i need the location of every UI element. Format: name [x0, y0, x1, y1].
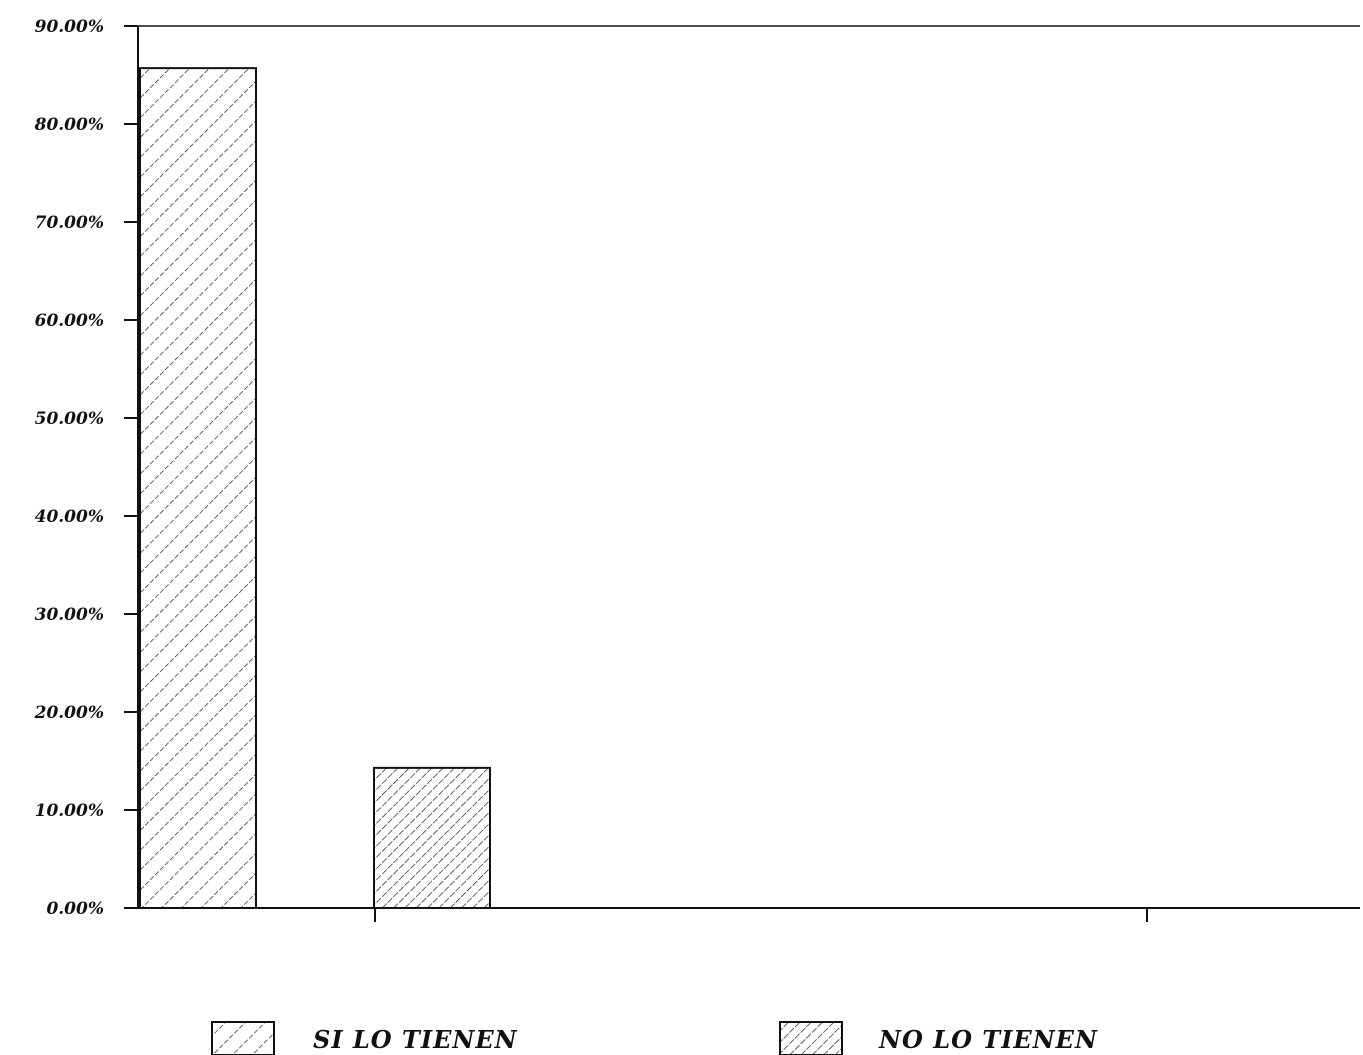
- bar-si-lo-tienen: [139, 67, 257, 909]
- legend-label-si-lo-tienen: SI LO TIENEN: [313, 1025, 518, 1054]
- y-tick-label: 60.00%: [35, 311, 104, 331]
- y-tick-label: 90.00%: [35, 17, 104, 37]
- y-tick-label: 30.00%: [35, 605, 104, 625]
- y-tick-label: 0.00%: [46, 899, 104, 919]
- legend-swatch-no-lo-tienen: [779, 1021, 843, 1055]
- y-tick-label: 80.00%: [34, 115, 104, 135]
- y-tick-label: 50.00%: [35, 409, 104, 429]
- y-tick-label: 40.00%: [35, 507, 104, 527]
- y-tick-label: 70.00%: [35, 213, 104, 233]
- legend-item-no-lo-tienen: NO LO TIENEN: [779, 1021, 1098, 1055]
- legend: SI LO TIENEN NO LO TIENEN: [211, 1021, 1098, 1055]
- bar-no-lo-tienen: [373, 766, 491, 909]
- y-tick-label: 20.00%: [34, 703, 104, 723]
- y-tick-label: 10.00%: [35, 801, 104, 821]
- y-axis: 0.00% 10.00% 20.00% 30.00% 40.00% 50.00% 60.00…: [34, 17, 1360, 919]
- legend-label-no-lo-tienen: NO LO TIENEN: [878, 1025, 1098, 1054]
- x-axis: [124, 907, 1360, 922]
- bars: [139, 67, 491, 909]
- legend-item-si-lo-tienen: SI LO TIENEN: [211, 1021, 518, 1055]
- legend-swatch-si-lo-tienen: [211, 1021, 275, 1055]
